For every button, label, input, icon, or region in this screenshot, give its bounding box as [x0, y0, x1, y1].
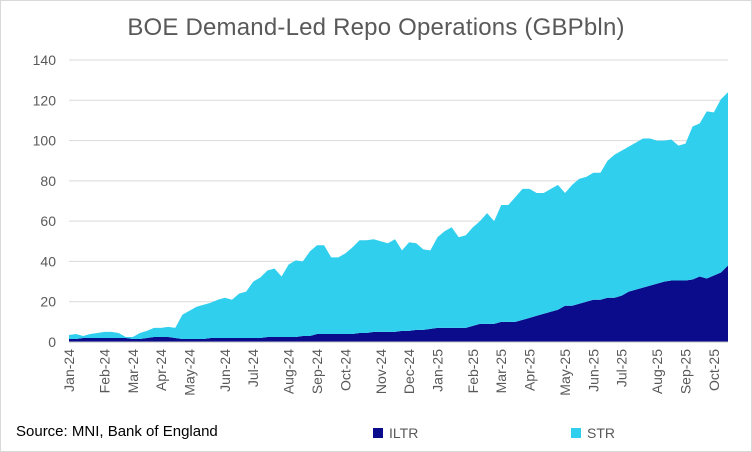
legend-label-str: STR: [587, 425, 615, 441]
x-tick-label: Sep-24: [309, 349, 325, 394]
y-tick-label: 100: [33, 133, 57, 149]
y-tick-label: 120: [33, 92, 57, 108]
x-tick-label: Jan-25: [430, 349, 446, 392]
area-str: [69, 92, 728, 339]
x-axis: Jan-24 Feb-24 Mar-24 Apr-24 May-24 Jun-24 Jul-…: [61, 349, 722, 396]
y-tick-label: 40: [40, 253, 56, 269]
x-tick-label: Sep-25: [678, 349, 694, 394]
x-tick-label: Oct-24: [337, 349, 353, 391]
x-tick-label: Feb-25: [465, 349, 481, 394]
y-tick-label: 20: [40, 294, 56, 310]
source-note: Source: MNI, Bank of England: [16, 423, 218, 440]
x-tick-label: Jun-24: [217, 349, 233, 392]
x-tick-label: Feb-24: [96, 349, 112, 394]
x-tick-label: Nov-24: [373, 349, 389, 394]
y-tick-label: 60: [40, 213, 56, 229]
legend-item-str: STR: [571, 425, 615, 441]
legend-swatch-str: [571, 428, 581, 438]
y-axis: 0 20 40 60 80 100 120 140: [33, 52, 57, 350]
x-tick-label: Mar-24: [125, 349, 141, 394]
x-tick-label: Aug-25: [649, 349, 665, 394]
x-tick-label: Jul-25: [614, 349, 630, 387]
x-tick-label: Mar-25: [493, 349, 509, 394]
y-tick-label: 0: [48, 334, 56, 350]
x-tick-label: Oct-25: [706, 349, 722, 391]
x-tick-label: Apr-24: [153, 349, 169, 391]
x-tick-label: May-24: [182, 349, 198, 396]
x-tick-label: Dec-24: [401, 349, 417, 394]
x-tick-label: Jun-25: [585, 349, 601, 392]
x-tick-label: Apr-25: [522, 349, 538, 391]
area-iltr: [69, 265, 728, 342]
x-tick-label: Aug-24: [281, 349, 297, 394]
y-tick-label: 80: [40, 173, 56, 189]
legend-swatch-iltr: [373, 428, 383, 438]
x-tick-label: Jul-24: [245, 349, 261, 387]
area-series: [69, 92, 728, 342]
legend-label-iltr: ILTR: [389, 425, 419, 441]
x-tick-label: Jan-24: [61, 349, 77, 392]
chart-title: BOE Demand-Led Repo Operations (GBPbln): [127, 14, 625, 41]
x-tick-label: May-25: [557, 349, 573, 396]
legend-item-iltr: ILTR: [373, 425, 418, 441]
y-tick-label: 140: [33, 52, 57, 68]
